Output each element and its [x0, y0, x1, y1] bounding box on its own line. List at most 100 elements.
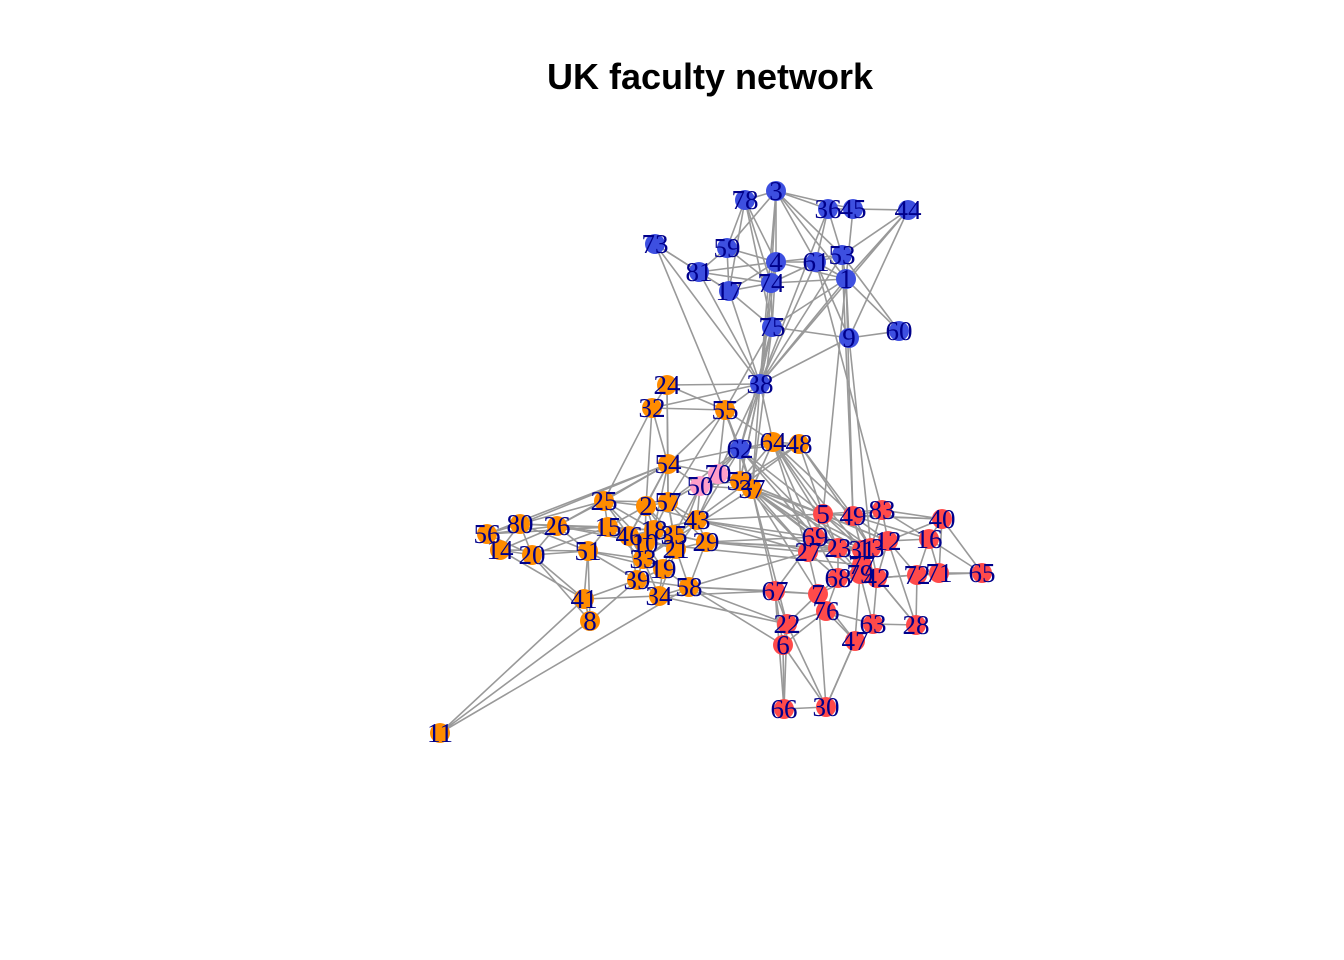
node-40[interactable]	[932, 509, 952, 529]
node-36[interactable]	[818, 199, 838, 219]
node-38[interactable]	[750, 374, 770, 394]
edge-58-6	[688, 586, 784, 646]
node-44[interactable]	[898, 200, 918, 220]
node-69[interactable]	[805, 527, 825, 547]
node-label-35: 35	[661, 520, 688, 550]
edge-38-9	[759, 337, 850, 385]
node-label-55: 55	[712, 395, 739, 425]
node-52[interactable]	[730, 471, 750, 491]
node-4[interactable]	[766, 252, 786, 272]
node-64[interactable]	[763, 432, 783, 452]
node-label-77: 77	[849, 550, 876, 580]
node-31[interactable]	[852, 540, 872, 560]
edge-78-17	[728, 199, 746, 292]
node-53[interactable]	[832, 245, 852, 265]
node-1[interactable]	[836, 269, 856, 289]
edge-3-53	[775, 190, 843, 256]
node-48[interactable]	[789, 434, 809, 454]
node-32[interactable]	[642, 398, 662, 418]
node-15[interactable]	[598, 517, 618, 537]
node-16[interactable]	[919, 529, 939, 549]
node-label-45: 45	[840, 194, 867, 224]
edge-28-42	[876, 577, 917, 626]
node-7[interactable]	[808, 584, 828, 604]
node-23[interactable]	[828, 538, 848, 558]
edge-38-53	[759, 254, 843, 385]
node-49[interactable]	[843, 506, 863, 526]
node-39[interactable]	[627, 570, 647, 590]
node-72[interactable]	[907, 565, 927, 585]
node-46[interactable]	[619, 526, 639, 546]
node-59[interactable]	[717, 238, 737, 258]
edge-38-36	[759, 208, 829, 385]
node-30[interactable]	[816, 697, 836, 717]
edge-61-9	[815, 261, 850, 339]
node-2[interactable]	[636, 496, 656, 516]
node-14[interactable]	[490, 540, 510, 560]
node-19[interactable]	[653, 559, 673, 579]
node-43[interactable]	[687, 510, 707, 530]
node-9[interactable]	[839, 328, 859, 348]
node-33[interactable]	[633, 549, 653, 569]
node-76[interactable]	[816, 601, 836, 621]
node-29[interactable]	[696, 532, 716, 552]
node-80[interactable]	[510, 514, 530, 534]
node-56[interactable]	[477, 524, 497, 544]
node-42[interactable]	[867, 568, 887, 588]
node-25[interactable]	[594, 491, 614, 511]
node-67[interactable]	[765, 581, 785, 601]
node-24[interactable]	[657, 375, 677, 395]
node-41[interactable]	[574, 589, 594, 609]
node-8[interactable]	[580, 611, 600, 631]
edge-83-40	[881, 509, 943, 520]
node-60[interactable]	[889, 321, 909, 341]
node-47[interactable]	[845, 631, 865, 651]
node-18[interactable]	[644, 520, 664, 540]
node-62[interactable]	[730, 439, 750, 459]
edge-28-12	[887, 540, 917, 626]
node-75[interactable]	[762, 317, 782, 337]
node-17[interactable]	[719, 281, 739, 301]
node-79[interactable]	[850, 564, 870, 584]
edge-1-5	[822, 278, 847, 515]
node-81[interactable]	[689, 262, 709, 282]
node-50[interactable]	[690, 476, 710, 496]
node-label-13: 13	[858, 533, 885, 563]
node-12[interactable]	[878, 531, 898, 551]
node-61[interactable]	[806, 252, 826, 272]
node-54[interactable]	[658, 454, 678, 474]
node-78[interactable]	[735, 190, 755, 210]
node-label-36: 36	[815, 194, 842, 224]
node-3[interactable]	[766, 181, 786, 201]
node-83[interactable]	[872, 500, 892, 520]
node-20[interactable]	[522, 545, 542, 565]
node-22[interactable]	[777, 614, 797, 634]
node-26[interactable]	[547, 516, 567, 536]
node-51[interactable]	[578, 541, 598, 561]
edge-49-16	[852, 515, 930, 540]
node-70[interactable]	[708, 464, 728, 484]
node-71[interactable]	[929, 563, 949, 583]
edge-62-57	[667, 448, 741, 503]
node-28[interactable]	[906, 615, 926, 635]
edge-48-13	[798, 443, 872, 549]
node-58[interactable]	[679, 577, 699, 597]
node-57[interactable]	[658, 492, 678, 512]
node-label-64: 64	[760, 427, 788, 457]
node-35[interactable]	[664, 525, 684, 545]
node-label-12: 12	[875, 526, 902, 556]
node-27[interactable]	[798, 542, 818, 562]
node-11[interactable]	[430, 723, 450, 743]
node-68[interactable]	[828, 568, 848, 588]
node-55[interactable]	[715, 400, 735, 420]
node-45[interactable]	[843, 199, 863, 219]
node-74[interactable]	[761, 273, 781, 293]
node-65[interactable]	[972, 563, 992, 583]
node-5[interactable]	[813, 504, 833, 524]
node-34[interactable]	[649, 586, 669, 606]
node-73[interactable]	[645, 234, 665, 254]
node-6[interactable]	[773, 635, 793, 655]
node-label-10: 10	[632, 528, 659, 558]
node-63[interactable]	[863, 614, 883, 634]
node-66[interactable]	[774, 699, 794, 719]
